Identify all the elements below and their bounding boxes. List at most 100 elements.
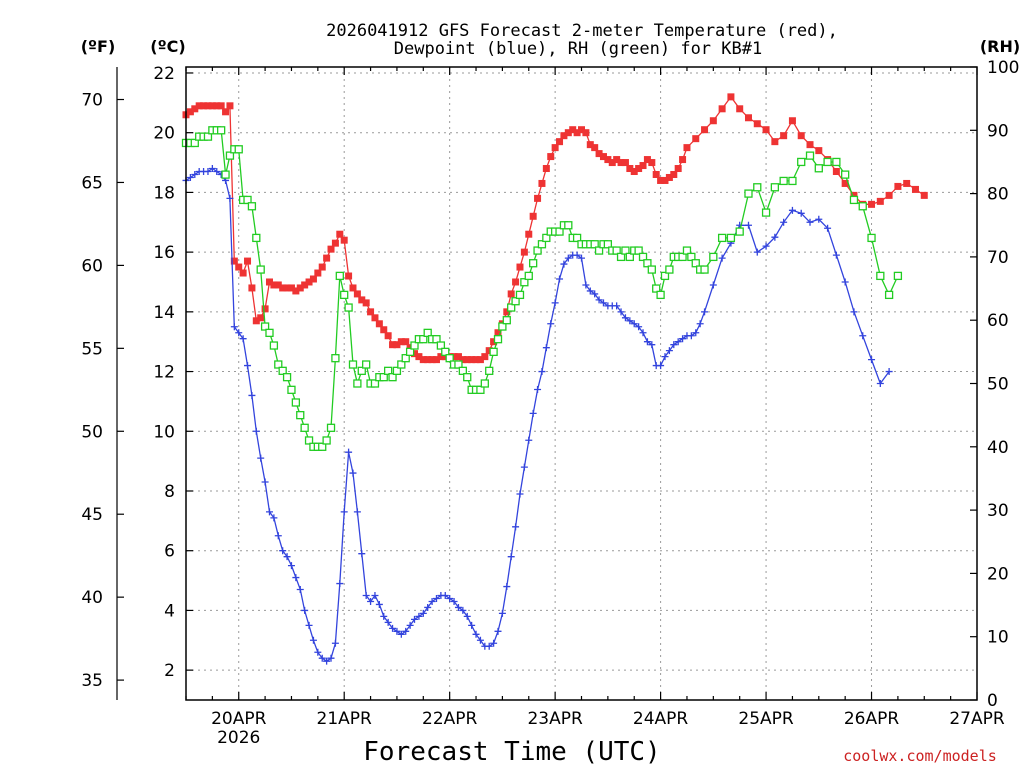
dewpoint-point — [230, 323, 238, 331]
temperature-point — [481, 353, 489, 361]
temperature-point — [762, 126, 770, 134]
dewpoint-point — [709, 281, 717, 289]
rh-point — [401, 354, 410, 363]
temperature-point — [578, 126, 585, 134]
rh-point — [656, 290, 665, 300]
plot-frame — [185, 66, 978, 701]
rh-point — [590, 240, 599, 249]
temperature-point — [239, 269, 247, 277]
temperature-point — [314, 269, 322, 277]
dewpoint-point — [788, 206, 796, 214]
temperature-point — [573, 129, 581, 137]
temperature-point — [516, 263, 524, 271]
dewpoint-point — [534, 385, 542, 393]
x-tick-label: 21APR — [317, 709, 373, 729]
temperature-point — [331, 239, 339, 247]
dewpoint-point — [362, 591, 370, 599]
dewpoint-point — [696, 320, 704, 328]
temperature-point — [257, 314, 265, 322]
rh-point — [515, 290, 525, 300]
dewpoint-point — [551, 299, 559, 307]
rh-point — [489, 347, 498, 357]
rh-point — [278, 366, 287, 375]
celsius-unit-label: (ºC) — [150, 37, 185, 56]
rh-point — [243, 195, 252, 205]
rh-point — [291, 398, 301, 407]
fahrenheit-tick-label: 50 — [81, 422, 103, 442]
temperature-point — [718, 105, 726, 113]
temperature-point — [613, 156, 621, 164]
rh-tick-label: 30 — [987, 501, 1009, 521]
x-tick-sublabel: 2026 — [217, 728, 260, 748]
rh-point — [300, 423, 309, 432]
dewpoint-point — [674, 338, 682, 346]
dewpoint-point — [542, 344, 550, 352]
dewpoint-point — [657, 362, 665, 370]
dewpoint-point — [591, 290, 599, 298]
temperature-point — [894, 182, 902, 190]
dewpoint-point — [292, 574, 300, 582]
dewpoint-point — [265, 508, 273, 516]
temperature-point — [788, 117, 796, 125]
rh-point — [432, 335, 441, 344]
temperature-point — [200, 102, 208, 110]
temperature-point — [586, 141, 594, 149]
dewpoint-point — [859, 332, 867, 340]
temperature-point — [564, 129, 572, 137]
rh-point — [410, 341, 419, 350]
temperature-point — [305, 278, 313, 286]
dewpoint-point — [235, 329, 243, 337]
dewpoint-point — [692, 329, 700, 337]
dewpoint-point — [336, 580, 344, 588]
temperature-point — [463, 356, 471, 364]
temperature-point — [903, 179, 911, 187]
temperature-point — [780, 132, 788, 140]
dewpoint-point — [274, 532, 282, 540]
rh-point — [643, 259, 652, 268]
temperature-point — [380, 326, 388, 334]
rh-tick-label: 80 — [987, 185, 1009, 205]
dewpoint-point — [613, 302, 621, 310]
celsius-tick-label: 16 — [153, 243, 175, 263]
dewpoint-point — [701, 308, 709, 316]
dewpoint-point — [797, 209, 805, 217]
temperature-point — [643, 156, 651, 164]
temperature-point — [806, 141, 814, 149]
dewpoint-point — [402, 627, 410, 635]
dewpoint-point — [512, 523, 520, 531]
rh-point — [717, 233, 727, 243]
temperature-point — [397, 338, 405, 346]
rh-point — [511, 297, 520, 306]
celsius-tick-label: 12 — [153, 363, 175, 383]
rh-point — [616, 252, 626, 262]
rh-point — [691, 259, 700, 268]
dewpoint-point — [375, 600, 383, 608]
temperature-point — [415, 353, 423, 361]
fahrenheit-tick-label: 70 — [81, 91, 103, 111]
temperature-point — [358, 296, 366, 304]
temperature-point — [389, 341, 397, 349]
dewpoint-point — [279, 547, 287, 555]
celsius-tick-label: 4 — [164, 601, 175, 621]
temperature-point — [674, 165, 682, 173]
rh-tick-label: 100 — [987, 58, 1019, 78]
rh-point — [529, 259, 538, 268]
temperature-point — [556, 138, 564, 146]
temperature-point — [542, 165, 550, 173]
credit-label: coolwx.com/models — [843, 747, 997, 765]
temperature-point — [230, 257, 238, 265]
temperature-point — [753, 120, 761, 128]
temperature-point — [657, 176, 665, 184]
temperature-point — [569, 126, 577, 134]
dewpoint-point — [744, 221, 752, 229]
rh-point — [379, 373, 388, 382]
temperature-point — [406, 344, 414, 352]
dewpoint-point — [301, 606, 309, 614]
temperature-point — [217, 102, 225, 110]
temperature-point — [841, 179, 849, 187]
temperature-point — [661, 176, 669, 184]
rh-point — [572, 233, 582, 243]
rh-tick-label: 70 — [987, 248, 1009, 268]
dewpoint-point — [595, 296, 603, 304]
